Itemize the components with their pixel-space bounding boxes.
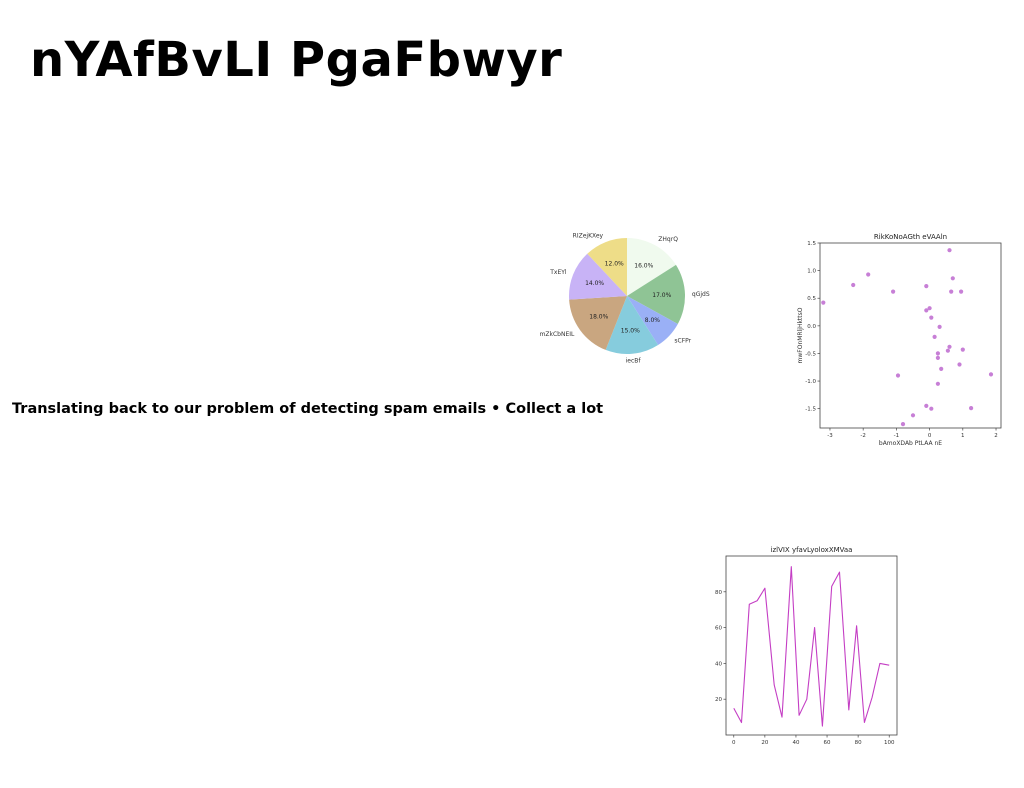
scatter-point (988, 372, 994, 377)
pie-percent-label: 8.0% (645, 317, 661, 324)
pie-slice (627, 296, 678, 345)
line-y-tick-label: 80 (715, 590, 722, 596)
scatter-point (927, 306, 932, 311)
pie-slice (587, 238, 627, 296)
pie-category-label: iecBf (626, 358, 642, 365)
scatter-point (959, 289, 964, 294)
scatter-point (924, 403, 929, 408)
scatter-point (935, 355, 940, 360)
line-y-tick-label: 20 (715, 697, 722, 703)
scatter-y-tick-label: 1.5 (807, 241, 816, 247)
line-x-tick-label: 60 (824, 740, 831, 746)
scatter-point (939, 366, 944, 371)
pie-percent-label: 12.0% (605, 261, 624, 268)
pie-category-label: mZkCbNEIL (540, 331, 575, 338)
line-x-tick-label: 40 (792, 740, 799, 746)
scatter-point (935, 351, 940, 356)
scatter-point (929, 315, 934, 320)
pie-category-label: sCFPr (674, 338, 691, 345)
scatter-plot-area (819, 242, 1002, 429)
scatter-point (900, 422, 906, 427)
pie-percent-label: 15.0% (621, 328, 640, 335)
scatter-point (866, 272, 871, 277)
pie-percent-label: 18.0% (589, 314, 608, 321)
pie-percent-label: 14.0% (585, 280, 604, 287)
bullet-text: Translating back to our problem of detec… (12, 401, 604, 417)
pie-category-label: ZHqrQ (658, 236, 678, 243)
scatter-point (891, 289, 896, 294)
scatter-point (937, 324, 942, 329)
pie-category-label: RIZejKXey (573, 233, 604, 240)
pie-category-label: TxEYl (549, 269, 567, 276)
scatter-x-tick-label: -1 (894, 433, 899, 439)
scatter-x-tick-label: -2 (860, 433, 865, 439)
line-y-tick-label: 40 (715, 661, 722, 667)
line-x-tick-label: 100 (884, 740, 895, 746)
scatter-point (821, 300, 826, 305)
scatter-point (950, 276, 955, 281)
scatter-y-tick-label: 0.5 (807, 296, 816, 302)
scatter-x-axis-label: bAmoXDAb PtLAA nE (879, 440, 942, 447)
scatter-point (932, 334, 937, 339)
scatter-title: RikKoNoAGth eVAAln (874, 233, 947, 241)
line-series (733, 566, 890, 727)
line-plot-area (725, 555, 898, 736)
scatter-point (910, 413, 916, 418)
line-y-tick-label: 60 (715, 626, 722, 632)
line-x-tick-label: 20 (761, 740, 768, 746)
scatter-point (895, 373, 901, 378)
scatter-y-tick-label: 1.0 (807, 269, 816, 275)
scatter-x-tick-label: 0 (928, 433, 932, 439)
scatter-y-tick-label: 0.0 (807, 324, 816, 330)
slide-title: nYAfBvLI PgaFbwyr (30, 32, 563, 88)
scatter-y-tick-label: -1.0 (805, 379, 816, 385)
scatter-x-tick-label: -3 (827, 433, 833, 439)
line-title: izlVIX yfavLyoloxXMVaa (771, 546, 853, 554)
scatter-x-tick-label: 1 (961, 433, 965, 439)
scatter-y-tick-label: -1.5 (805, 407, 816, 413)
scatter-point (935, 381, 940, 386)
scatter-point (851, 282, 856, 288)
scatter-point (924, 284, 929, 289)
pie-chart: 16.0% ZHqrQ 17.0% qGjdS 8.0% sCFPr 15.0% iecBf 1… (540, 233, 710, 365)
pie-slice (627, 264, 686, 324)
pie-percent-label: 17.0% (652, 292, 671, 299)
line-chart: izlVIX yfavLyoloxXMVaa 0 20 40 60 80 100 20 40 60… (715, 546, 898, 746)
pie-percent-label: 16.0% (634, 263, 653, 270)
scatter-point (945, 348, 950, 353)
pie-slice (568, 253, 627, 300)
scatter-point (947, 248, 952, 253)
scatter-chart: RikKoNoAGth eVAAln -3 -2 -1 0 1 2 1.5 1.0 0.5 0.0 -… (797, 233, 1002, 447)
scatter-y-axis-label: mwFOnMRljHkttsO (797, 307, 804, 363)
scatter-point (969, 406, 974, 411)
scatter-point (924, 308, 929, 313)
line-x-tick-label: 0 (732, 740, 736, 746)
scatter-x-tick-label: 2 (994, 433, 998, 439)
pie-slice (569, 296, 627, 350)
scatter-point (947, 344, 952, 349)
scatter-point (929, 406, 934, 411)
pie-category-label: qGjdS (692, 291, 710, 298)
scatter-point (957, 362, 962, 367)
scatter-point (960, 347, 965, 352)
pie-slice (627, 238, 676, 296)
pie-slice (605, 296, 659, 355)
scatter-point (949, 289, 954, 294)
scatter-y-tick-label: -0.5 (805, 351, 816, 357)
line-x-tick-label: 80 (855, 740, 862, 746)
